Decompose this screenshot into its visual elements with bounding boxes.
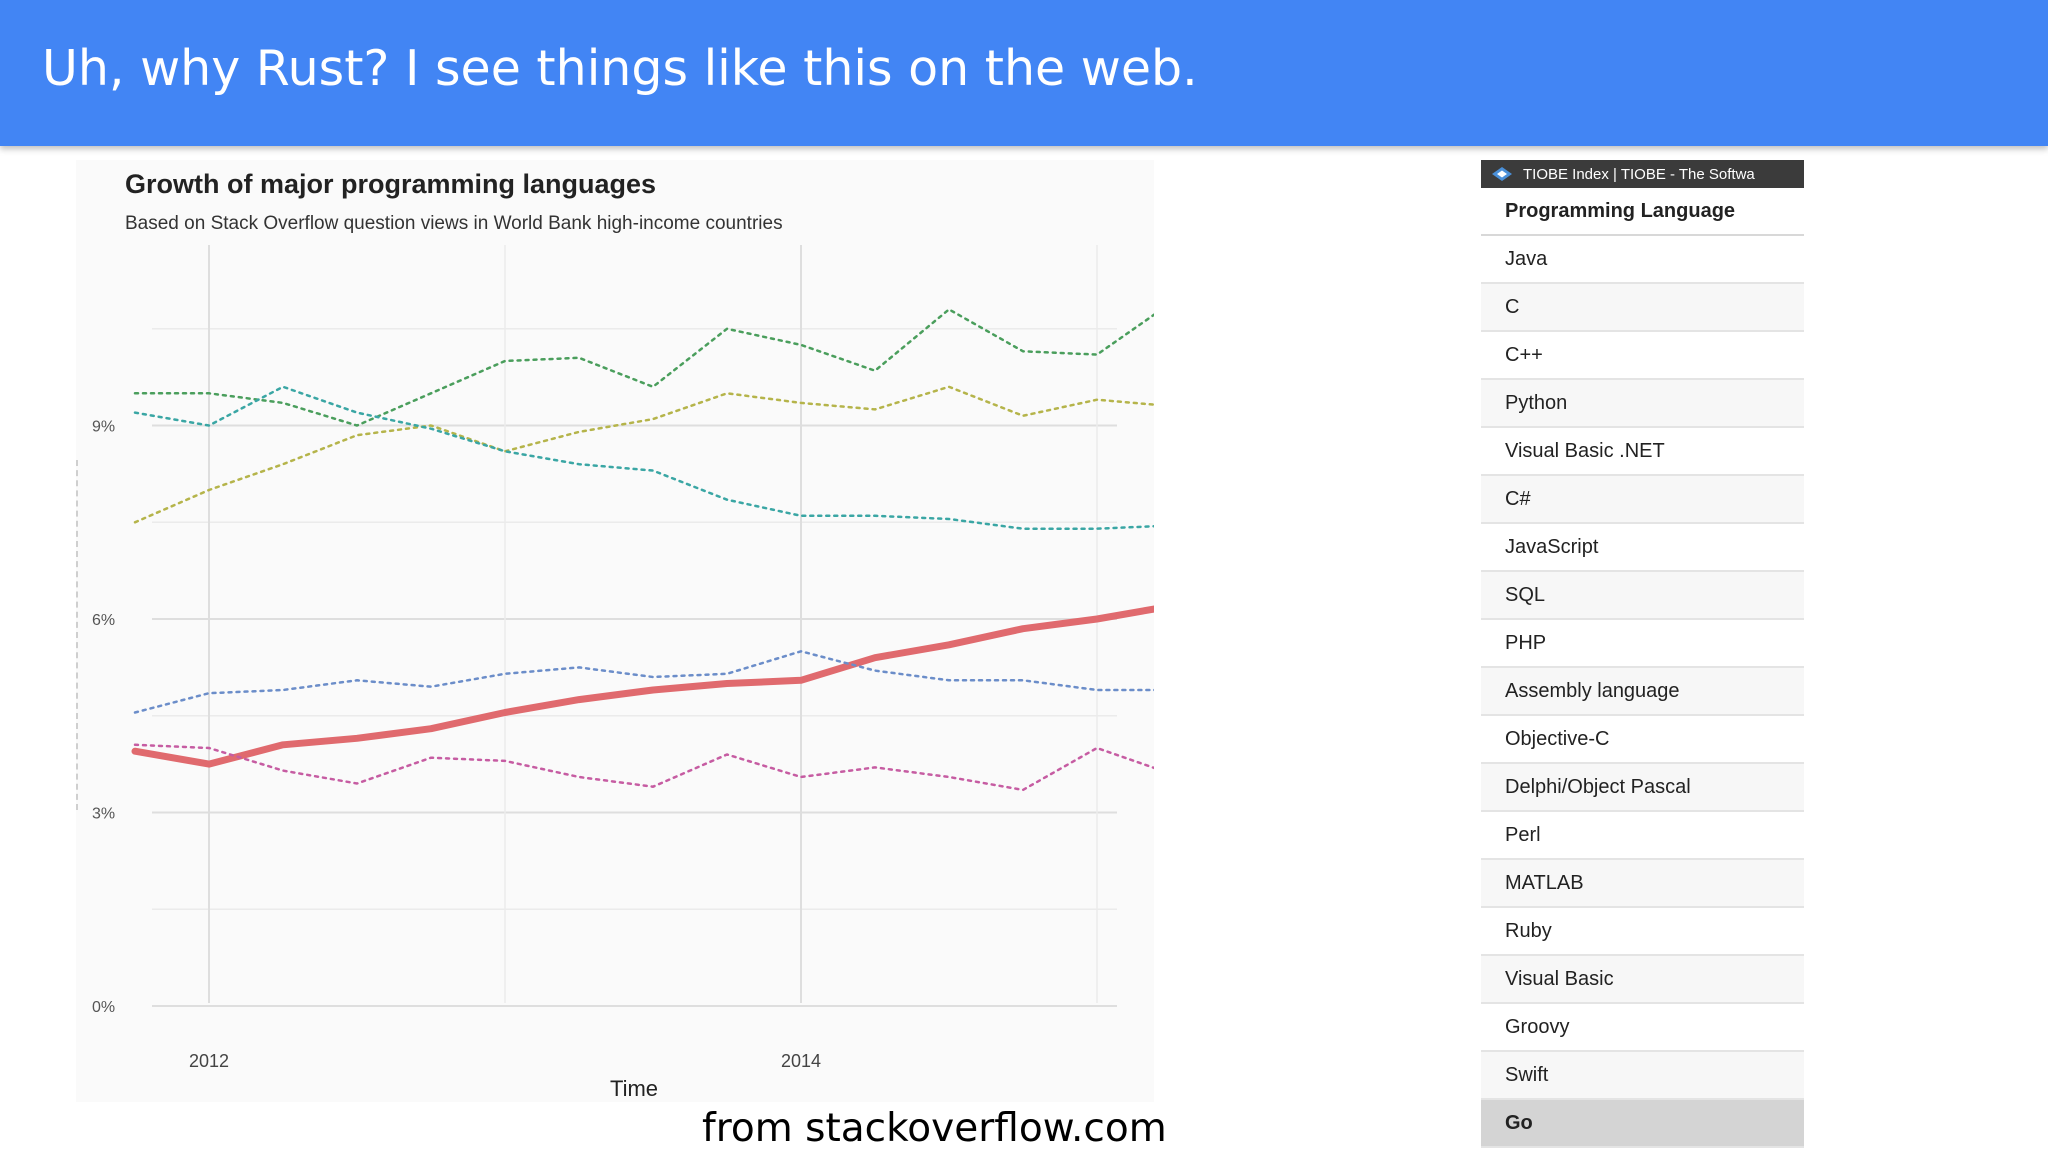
tiobe-column-header: Programming Language bbox=[1481, 188, 1804, 236]
y-tick-label: 9% bbox=[92, 419, 115, 436]
left-edge-artifact bbox=[76, 460, 80, 810]
growth-chart: Growth of major programming languages Bas… bbox=[92, 169, 1154, 1101]
chart-panel: Growth of major programming languages Bas… bbox=[76, 160, 1154, 1102]
y-tick-label: 6% bbox=[92, 612, 115, 629]
tiobe-row: PHP bbox=[1481, 620, 1804, 668]
x-tick-label: 2014 bbox=[781, 1051, 821, 1071]
tiobe-window-titlebar: TIOBE Index | TIOBE - The Softwa bbox=[1481, 160, 1804, 188]
slide-header: Uh, why Rust? I see things like this on … bbox=[0, 0, 2048, 146]
y-tick-label: 0% bbox=[92, 999, 115, 1016]
tiobe-row: Visual Basic .NET bbox=[1481, 428, 1804, 476]
series-line-python bbox=[131, 605, 1154, 768]
tiobe-row: C bbox=[1481, 284, 1804, 332]
tiobe-row: Delphi/Object Pascal bbox=[1481, 764, 1804, 812]
source-caption: from stackoverflow.com bbox=[702, 1106, 1167, 1151]
tiobe-row: Objective-C bbox=[1481, 716, 1804, 764]
slide-title: Uh, why Rust? I see things like this on … bbox=[42, 40, 1198, 97]
tiobe-row: SQL bbox=[1481, 572, 1804, 620]
tiobe-row: MATLAB bbox=[1481, 860, 1804, 908]
tiobe-row: Go bbox=[1481, 1100, 1804, 1148]
tiobe-row: C++ bbox=[1481, 332, 1804, 380]
tiobe-row: Assembly language bbox=[1481, 668, 1804, 716]
tiobe-window-title: TIOBE Index | TIOBE - The Softwa bbox=[1523, 165, 1755, 183]
x-axis-label: Time bbox=[610, 1076, 658, 1101]
tiobe-rows: Java C C++ Python Visual Basic .NET C# JavaScr… bbox=[1481, 236, 1804, 1148]
tiobe-row: Java bbox=[1481, 236, 1804, 284]
tiobe-row: Groovy bbox=[1481, 1004, 1804, 1052]
series-line-cpp bbox=[133, 743, 1154, 792]
series-line-php bbox=[133, 650, 1154, 714]
tiobe-logo-icon bbox=[1492, 167, 1512, 181]
series-line-javascript bbox=[133, 385, 1154, 524]
y-tick-label: 3% bbox=[92, 806, 115, 823]
tiobe-table: TIOBE Index | TIOBE - The Softwa Program… bbox=[1481, 160, 1804, 1148]
tiobe-row: JavaScript bbox=[1481, 524, 1804, 572]
tiobe-row: Perl bbox=[1481, 812, 1804, 860]
tiobe-row: Visual Basic bbox=[1481, 956, 1804, 1004]
tiobe-row: Swift bbox=[1481, 1052, 1804, 1100]
chart-title: Growth of major programming languages bbox=[125, 169, 656, 199]
series-line-csharp bbox=[133, 385, 1154, 530]
tiobe-row: C# bbox=[1481, 476, 1804, 524]
series-line-java bbox=[133, 308, 1154, 427]
tiobe-row: Python bbox=[1481, 380, 1804, 428]
tiobe-row: Ruby bbox=[1481, 908, 1804, 956]
chart-subtitle: Based on Stack Overflow question views i… bbox=[125, 213, 783, 234]
x-tick-label: 2012 bbox=[189, 1051, 229, 1071]
